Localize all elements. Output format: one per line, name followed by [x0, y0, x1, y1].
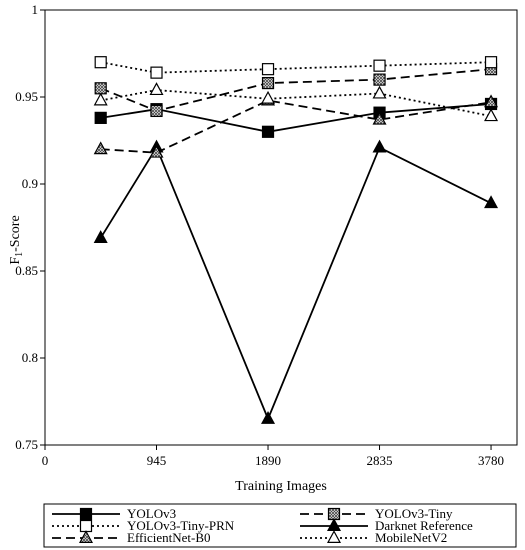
y-tick-label: 0.9	[22, 176, 38, 191]
data-point	[484, 195, 499, 209]
y-tick-label: 0.95	[15, 89, 38, 104]
y-tick-label: 0.85	[15, 263, 38, 278]
data-point	[484, 108, 499, 122]
series-mobilenetv2	[93, 82, 499, 122]
series-yolov3-tiny	[94, 63, 498, 118]
legend-item: MobileNetV2	[300, 530, 447, 545]
y-axis-title-main: F	[8, 257, 23, 265]
data-point	[261, 411, 276, 424]
plot-axes	[40, 9, 518, 450]
y-axis-title-suffix: -Score	[8, 215, 23, 252]
data-point	[327, 507, 341, 521]
legend-label: YOLOv3	[127, 506, 176, 521]
data-point	[484, 94, 499, 108]
legend-item: YOLOv3-Tiny	[300, 506, 453, 521]
y-axis-title: F1-Score	[8, 215, 25, 264]
series-line	[100, 99, 492, 154]
data-point	[93, 230, 108, 243]
x-tick-label: 3780	[478, 453, 504, 468]
series-efficientnet-b0	[93, 92, 499, 158]
series-yolov3	[94, 97, 498, 138]
series-yolov3-tiny-prn	[94, 56, 498, 79]
data-point	[79, 519, 93, 533]
data-point	[484, 56, 498, 69]
data-point	[93, 92, 108, 106]
data-point	[372, 85, 387, 99]
data-point	[261, 63, 275, 76]
data-point	[150, 66, 163, 79]
legend-label: YOLOv3-Tiny	[375, 506, 453, 521]
legend-label: MobileNetV2	[375, 530, 447, 545]
series-line	[99, 145, 492, 422]
data-point	[326, 530, 342, 544]
data-point	[94, 82, 107, 95]
x-tick-label: 1890	[255, 453, 281, 468]
x-axis-title: Training Images	[235, 479, 327, 494]
series-darknet-reference	[93, 139, 499, 424]
data-point	[261, 125, 275, 138]
data-point	[150, 104, 163, 118]
legend-item: EfficientNet-B0	[52, 530, 211, 545]
data-point	[149, 144, 164, 158]
y-tick-label: 1	[32, 2, 39, 17]
x-tick-label: 0	[42, 453, 49, 468]
data-point	[372, 111, 387, 125]
data-point	[373, 59, 386, 72]
tick-label-layer: 0.75 0.8 0.85 0.9 0.95 1 0 945 1890 2835 3780	[15, 2, 504, 468]
y-tick-label: 0.75	[15, 437, 38, 452]
legend-box	[43, 503, 517, 548]
data-point	[372, 139, 387, 153]
plot-area-border	[44, 9, 518, 446]
series-layer	[93, 56, 499, 424]
data-point	[93, 141, 108, 155]
y-axis-title-subscript: 1	[14, 252, 25, 257]
legend-label: Darknet Reference	[375, 518, 473, 533]
data-point	[149, 82, 164, 96]
data-point	[373, 73, 386, 86]
legend: YOLOv3 YOLOv3-Tiny YOLOv3-Tiny-PRN Darknet …	[43, 503, 517, 548]
x-tick-label: 945	[147, 453, 167, 468]
legend-item: YOLOv3	[52, 506, 176, 521]
data-point	[261, 90, 276, 104]
data-point	[261, 76, 275, 90]
y-tick-label: 0.8	[22, 350, 38, 365]
legend-item: Darknet Reference	[300, 518, 473, 533]
x-tick-label: 2835	[367, 453, 393, 468]
legend-label: YOLOv3-Tiny-PRN	[127, 518, 235, 533]
data-point	[78, 530, 94, 544]
data-point	[79, 507, 93, 521]
legend-label: EfficientNet-B0	[127, 530, 211, 545]
legend-item: YOLOv3-Tiny-PRN	[52, 518, 235, 533]
data-point	[94, 111, 107, 124]
data-point	[94, 56, 107, 69]
